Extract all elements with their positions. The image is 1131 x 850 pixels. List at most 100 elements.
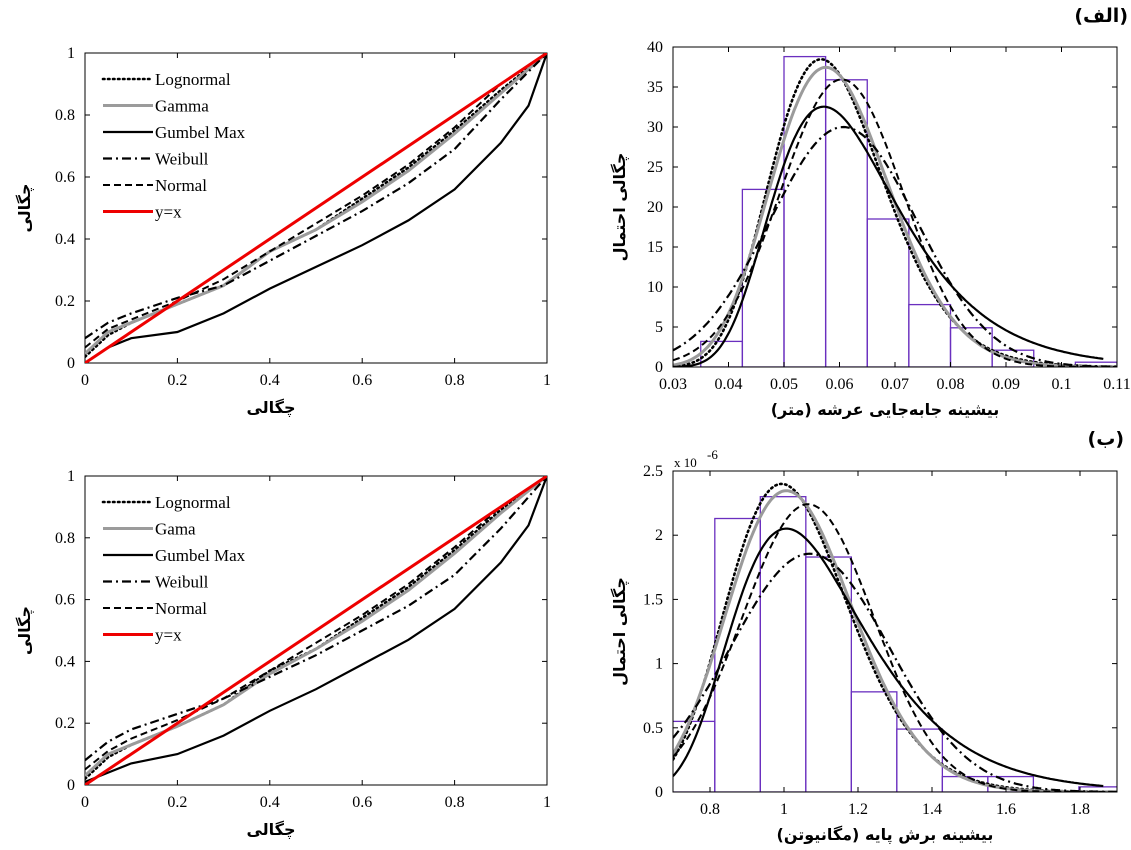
x-tick-label: 1.4 [922, 801, 942, 818]
y-tick-label: 0.8 [55, 530, 75, 547]
legend-label: Gama [155, 520, 196, 539]
histogram-bar [673, 720, 716, 792]
series-line-normal [85, 53, 547, 349]
y-tick-label: 0.6 [55, 169, 75, 186]
y-tick-label: 0.6 [55, 592, 75, 609]
y-tick-label: 15 [647, 239, 663, 256]
x-tick-label: 1.8 [1070, 801, 1090, 818]
y-tick-label: 0 [67, 355, 75, 372]
x-tick-label: 0.8 [700, 801, 720, 818]
y-tick-label: 40 [647, 39, 663, 56]
legend-label: Gumbel Max [155, 123, 246, 142]
pp-plot-top: 0 0.2 0.4 0.6 0.8 1 0 0.2 0.4 0.6 0.8 1 چگالی چگالی Lo… [15, 45, 551, 418]
legend-label: Normal [155, 176, 207, 195]
y-tick-label: 0 [67, 777, 75, 794]
x-tick-label: 0.4 [260, 372, 280, 389]
x-tick-label: 0.8 [445, 372, 465, 389]
histogram-bar [783, 55, 827, 367]
legend-label: Normal [155, 599, 207, 618]
legend-label: y=x [155, 626, 182, 645]
legend-label: Weibull [155, 573, 209, 592]
x-tick-label: 0.8 [445, 794, 465, 811]
legend-label: y=x [155, 203, 182, 222]
y-tick-label: 0.8 [55, 107, 75, 124]
x-tick-label: 0 [81, 794, 89, 811]
legend-label: Gamma [155, 97, 209, 116]
series-line-gumbel-max [85, 53, 547, 363]
y-tick-label: 0.2 [55, 715, 75, 732]
x-axis-label: چگالی [246, 398, 295, 418]
x-tick-label: 0.2 [167, 794, 187, 811]
y-tick-label: 2.5 [643, 463, 663, 480]
pdf-curve-weibull [673, 552, 1117, 792]
x-tick-label: 0.2 [167, 372, 187, 389]
x-tick-label: 1 [780, 801, 788, 818]
axis-multiplier-exponent: -6 [707, 447, 718, 462]
y-tick-label: 25 [647, 159, 663, 176]
y-tick-label: 0.5 [643, 720, 663, 737]
y-tick-label: 0.4 [55, 231, 75, 248]
series-line-gama [85, 476, 547, 777]
histogram-bar [805, 556, 852, 792]
panel-label-top: (الف) [1074, 5, 1128, 27]
x-tick-label: 0.09 [992, 376, 1020, 393]
y-tick-label: 20 [647, 199, 663, 216]
x-tick-label: 0.08 [937, 376, 965, 393]
histogram-bar [866, 218, 910, 367]
histogram-bar [908, 303, 952, 367]
x-tick-label: 0.1 [1052, 376, 1072, 393]
pdf-curve-gumbel-max [673, 105, 1104, 367]
y-axis-label: چگالی [15, 606, 35, 655]
y-axis-label: چگالی احتمال [610, 577, 630, 686]
series-line-y-x [85, 53, 547, 363]
histogram-plot-top: 0.03 0.04 0.05 0.06 0.07 0.08 0.09 0.1 0.11 0 5 10 1… [610, 39, 1131, 419]
series-line-weibull [85, 476, 547, 762]
series-line-gumbel-max [85, 476, 547, 783]
axis-multiplier: x 10 [674, 455, 697, 470]
x-tick-label: 0.04 [715, 376, 743, 393]
y-axis-label: چگالی احتمال [610, 153, 630, 262]
x-tick-label: 0.07 [881, 376, 909, 393]
y-tick-label: 35 [647, 79, 663, 96]
pp-plot-bottom: 0 0.2 0.4 0.6 0.8 1 0 0.2 0.4 0.6 0.8 1 چگالی چگالی Lo… [15, 468, 551, 840]
plot-frame [84, 52, 548, 364]
legend-label: Weibull [155, 150, 209, 169]
x-tick-label: 0.03 [659, 376, 687, 393]
x-tick-label: 0.05 [770, 376, 798, 393]
y-tick-label: 5 [655, 319, 663, 336]
y-tick-label: 2 [655, 527, 663, 544]
x-axis-label: بیشینه جابه‌جایی عرشه (متر) [771, 400, 1000, 419]
y-tick-label: 0.2 [55, 293, 75, 310]
y-tick-label: 0 [655, 784, 663, 801]
pdf-curve-normal [673, 78, 1117, 367]
legend-label: Gumbel Max [155, 546, 246, 565]
legend-label: Lognormal [155, 493, 231, 512]
panel-label-bottom: (ب) [1088, 428, 1124, 450]
x-tick-label: 0.11 [1103, 376, 1130, 393]
y-tick-label: 30 [647, 119, 663, 136]
series-line-y-x [85, 476, 547, 785]
y-tick-label: 1 [67, 468, 75, 485]
histogram-bar [850, 691, 898, 792]
y-tick-label: 1 [67, 45, 75, 62]
pdf-curve-normal [673, 503, 1117, 792]
x-tick-label: 0 [81, 372, 89, 389]
y-tick-label: 1 [655, 656, 663, 673]
plot-frame [84, 475, 548, 786]
plot-frame [672, 470, 1118, 793]
x-tick-label: 0.6 [352, 372, 372, 389]
x-tick-label: 1.6 [996, 801, 1016, 818]
x-tick-label: 0.4 [260, 794, 280, 811]
x-tick-label: 1 [543, 372, 551, 389]
histogram-plot-bottom: 0.8 1 1.2 1.4 1.6 1.8 0 0.5 1 1.5 2 2.5 بیشینه برش پ… [610, 447, 1118, 845]
x-axis-label: بیشینه برش پایه (مگانیوتن) [777, 825, 994, 845]
pdf-curve-weibull [673, 125, 1117, 367]
y-tick-label: 10 [647, 279, 663, 296]
x-tick-label: 1 [543, 794, 551, 811]
pdf-curve-gamma [673, 65, 1117, 367]
x-tick-label: 0.06 [826, 376, 854, 393]
pdf-curve-gama [673, 489, 1117, 792]
y-axis-label: چگالی [15, 183, 35, 232]
x-tick-label: 0.6 [352, 794, 372, 811]
series-line-gamma [85, 53, 547, 355]
